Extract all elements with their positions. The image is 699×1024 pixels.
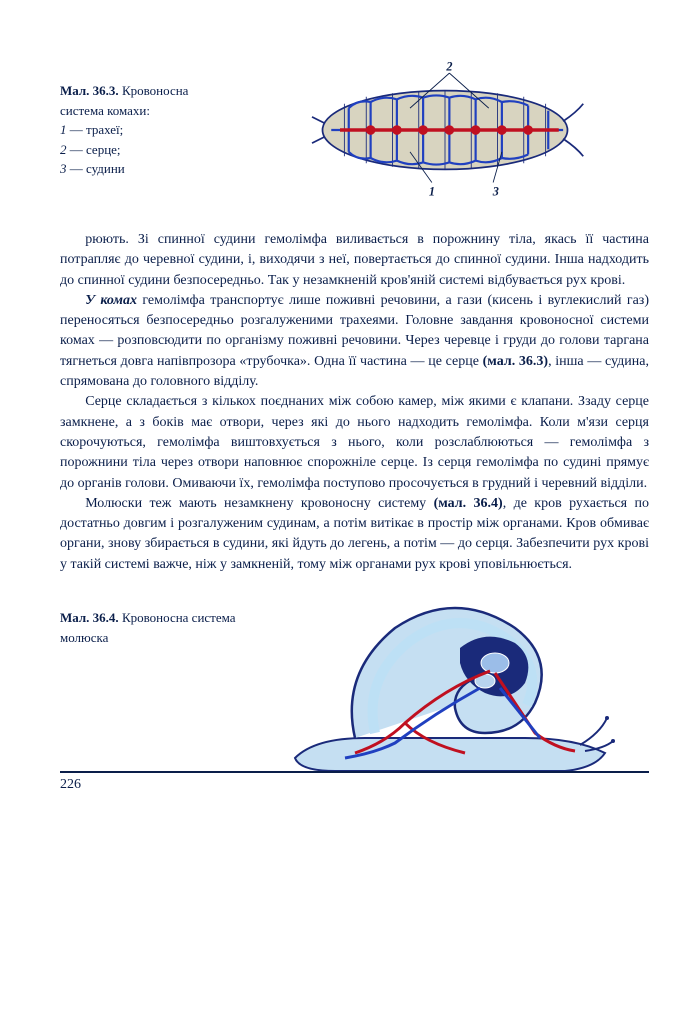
paragraph-2: У комах гемолімфа транспортує лише пожив…: [60, 291, 649, 392]
annot-2: 2: [445, 60, 452, 74]
page-number: 226: [60, 777, 649, 793]
textbook-page: Мал. 36.3. Кровоносна система комахи: 1 …: [0, 0, 699, 823]
fig1-legend1: — трахеї;: [70, 122, 124, 137]
annot-3: 3: [491, 185, 498, 199]
fig1-num2: 2: [60, 142, 67, 157]
body-text: рюють. Зі спинної судини гемолімфа вилив…: [60, 230, 649, 575]
fig1-label: Мал. 36.3.: [60, 83, 119, 98]
figure-36-4-caption: Мал. 36.4. Кровоносна система молюска: [60, 593, 250, 647]
insect-diagram: 2 1 3: [285, 60, 605, 200]
figure-36-3-caption: Мал. 36.3. Кровоносна система комахи: 1 …: [60, 81, 240, 179]
page-footer: 226: [60, 771, 649, 793]
fig1-legend2: — серце;: [70, 142, 121, 157]
paragraph-4: Молюски теж мають незамкнену кровоносну …: [60, 494, 649, 575]
figure-36-3-row: Мал. 36.3. Кровоносна система комахи: 1 …: [60, 60, 649, 200]
snail-diagram: [285, 593, 615, 783]
p4-ref: (мал. 36.4): [434, 496, 503, 511]
paragraph-3: Серце складається з кількох поєднаних мі…: [60, 392, 649, 493]
footer-line: [60, 771, 649, 773]
fig1-legend3: — судини: [70, 161, 125, 176]
p2-ref: (мал. 36.3): [483, 354, 548, 369]
p4-a: Молюски теж мають незамкнену кровоносну …: [85, 496, 433, 511]
p2-lead: У комах: [85, 293, 137, 308]
figure-36-4-row: Мал. 36.4. Кровоносна система молюска: [60, 593, 649, 783]
paragraph-1: рюють. Зі спинної судини гемолімфа вилив…: [60, 230, 649, 291]
figure-36-4-image: [250, 593, 649, 783]
fig1-num3: 3: [60, 161, 67, 176]
fig1-num1: 1: [60, 122, 67, 137]
annot-1: 1: [428, 185, 434, 199]
figure-36-3-image: 2 1 3: [240, 60, 649, 200]
fig2-label: Мал. 36.4.: [60, 610, 119, 625]
